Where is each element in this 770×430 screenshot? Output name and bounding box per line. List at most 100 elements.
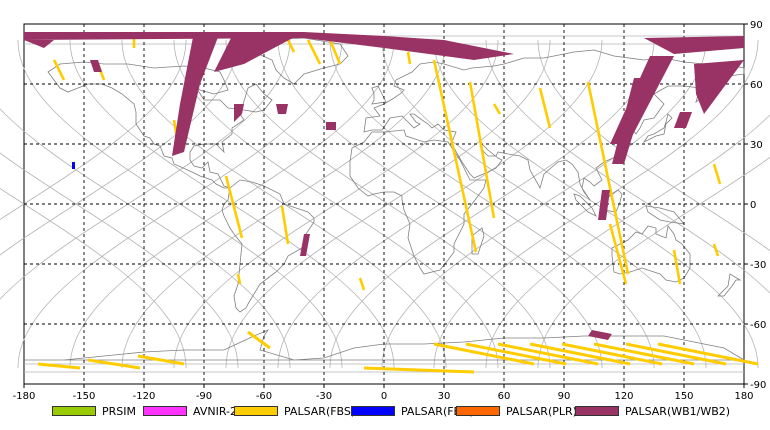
palsar-wb-swath: [588, 330, 612, 340]
palsar-fbs-swath: [712, 243, 720, 257]
palsar-wb-swath: [610, 56, 674, 144]
palsar-fbs-swath: [306, 39, 322, 65]
palsar-fbs-swath: [538, 87, 552, 129]
coastlines: [24, 37, 746, 361]
legend-label-prsim: PRSIM: [102, 404, 136, 418]
legend-label-avnir2: AVNIR-2: [193, 404, 237, 418]
palsar-wb-swath: [674, 112, 692, 128]
palsar-fbs-swath: [52, 59, 66, 81]
palsar-wb-swath: [214, 32, 304, 72]
palsar-wb-swath: [90, 60, 102, 72]
orbit-track: [0, 152, 239, 369]
legend-swatch-palsar-wb: [575, 406, 619, 416]
palsar-wb-swath: [24, 32, 514, 60]
y-tick-label: 30: [750, 140, 763, 151]
x-tick-label: -30: [316, 391, 332, 402]
palsar-fbs-swath: [657, 342, 759, 366]
palsar-wb-swath: [644, 36, 744, 54]
legend-label-palsar-wb: PALSAR(WB1/WB2): [625, 404, 731, 418]
x-tick-label: -90: [196, 391, 212, 402]
legend-item-prsim: PRSIM: [52, 404, 136, 418]
legend-item-palsar-plr: PALSAR(PLR): [456, 404, 577, 418]
palsar-fbs-swath: [358, 277, 366, 291]
legend-item-avnir2: AVNIR-2: [143, 404, 237, 418]
coverage-swaths: [24, 32, 759, 374]
palsar-fbs-swath: [286, 39, 296, 53]
palsar-fbs-swath: [492, 103, 502, 115]
palsar-wb-swath: [694, 60, 744, 114]
coastline-south-america: [221, 179, 315, 313]
coastline-british-isles: [371, 85, 387, 105]
palsar-fbs-swath: [712, 163, 722, 185]
palsar-wb-swath: [326, 122, 336, 130]
coastline-antarctica: [24, 329, 746, 361]
y-tick-label: 60: [750, 80, 763, 91]
axis-ticks: -180 -150 -120 -90 -60 -30 0 30 60 90 120 150 180 90 6…: [13, 20, 767, 402]
coastline-greenland: [236, 37, 349, 85]
x-tick-label: 60: [498, 391, 511, 402]
palsar-fbs-swath: [224, 175, 244, 239]
x-tick-label: 0: [381, 391, 387, 402]
palsar-wb-swath: [276, 104, 288, 114]
coastline-sumatra: [573, 193, 597, 217]
x-tick-label: 30: [438, 391, 451, 402]
coastline-japan: [642, 113, 673, 144]
palsar-fbs-swath: [328, 39, 342, 65]
x-tick-label: -60: [256, 391, 272, 402]
y-tick-label: -30: [750, 260, 766, 271]
x-tick-label: 180: [734, 391, 753, 402]
legend-item-palsar-wb: PALSAR(WB1/WB2): [575, 404, 730, 418]
x-tick-label: 90: [558, 391, 571, 402]
legend-swatch-prsim: [52, 406, 96, 416]
x-tick-label: 120: [614, 391, 633, 402]
coastline-eurasia: [363, 49, 745, 201]
y-tick-label: -60: [750, 320, 766, 331]
palsar-fbd-swath: [72, 162, 75, 169]
palsar-wb-swath: [234, 104, 244, 122]
legend-label-palsar-fbd: PALSAR(FBD): [401, 404, 474, 418]
palsar-fbs-swath: [37, 362, 81, 370]
legend-swatch-palsar-plr: [456, 406, 500, 416]
legend-swatch-avnir2: [143, 406, 187, 416]
palsar-fbs-swath: [593, 342, 695, 366]
palsar-fbs-swath: [625, 342, 727, 366]
legend-label-palsar-fbs: PALSAR(FBS): [284, 404, 356, 418]
palsar-fbs-swath: [363, 366, 475, 374]
palsar-wb-swath: [24, 40, 54, 48]
palsar-fbs-swath: [529, 342, 631, 366]
palsar-fbs-swath: [137, 354, 185, 366]
palsar-wb-swath: [172, 32, 220, 156]
x-tick-label: -180: [13, 391, 36, 402]
coastline-new-zealand: [717, 273, 742, 297]
y-tick-label: -90: [750, 380, 766, 391]
x-tick-label: -150: [73, 391, 96, 402]
palsar-fbs-swath: [608, 223, 628, 285]
palsar-fbs-swath: [586, 81, 630, 275]
palsar-fbs-swath: [432, 59, 478, 253]
palsar-fbs-swath: [247, 330, 271, 350]
palsar-fbs-swath: [433, 342, 535, 366]
x-tick-label: -120: [133, 391, 156, 402]
legend-swatch-palsar-fbs: [234, 406, 278, 416]
orbit-track: [225, 39, 551, 369]
coastline-australia: [611, 225, 691, 283]
palsar-fbs-swath: [672, 249, 682, 285]
coastline-north-america: [47, 61, 273, 189]
palsar-wb-swath: [300, 234, 310, 256]
y-tick-label: 90: [750, 20, 763, 31]
graticule-grid: [24, 24, 744, 384]
legend-item-palsar-fbd: PALSAR(FBD): [351, 404, 474, 418]
palsar-fbs-swath: [468, 81, 496, 219]
palsar-fbs-swath: [87, 358, 141, 370]
x-tick-label: 150: [674, 391, 693, 402]
orbit-track: [537, 39, 770, 252]
y-tick-label: 0: [750, 200, 756, 211]
palsar-fbs-swath: [406, 51, 412, 65]
legend-label-palsar-plr: PALSAR(PLR): [506, 404, 577, 418]
legend-swatch-palsar-fbd: [351, 406, 395, 416]
palsar-fbs-swath: [497, 342, 599, 366]
palsar-wb-swath: [598, 190, 610, 220]
coastline-new-guinea: [645, 205, 685, 225]
